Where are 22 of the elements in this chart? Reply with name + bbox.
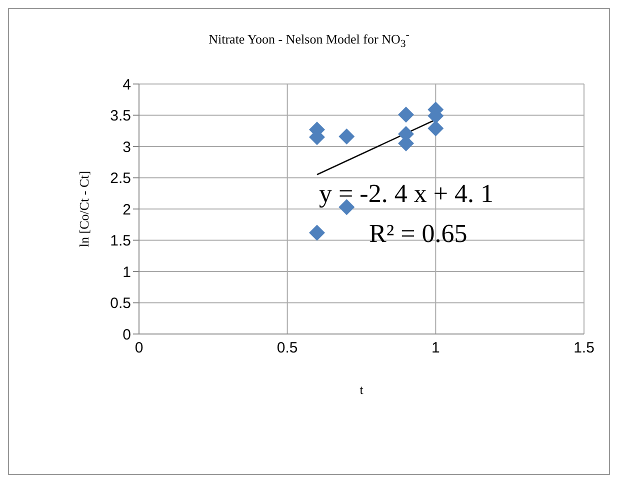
x-tick-label: 0 [134,340,144,357]
y-tick-label: 3 [122,138,131,156]
y-tick-label: 4 [122,76,131,94]
point [428,120,444,136]
point [309,224,325,241]
y-tick-label: 1.5 [110,232,131,250]
x-tick-label: 1.5 [574,340,594,357]
x-tick-label: 0.5 [276,340,298,357]
y-axis-title: ln [Co/Ct - Ct] [76,170,92,248]
y-tick-label: 3.5 [110,108,131,125]
y-tick-label: 0 [122,326,131,344]
y-tick-label: 2 [122,201,131,218]
y-tick-label: 2.5 [110,170,131,188]
y-tick-label: 0.5 [110,295,131,312]
y-tick-label: 1 [122,264,131,281]
point [398,106,414,123]
x-tick-label: 1 [431,340,440,357]
annotation: y = -2. 4 x + 4. 1 [319,179,494,209]
x-axis-title: t [360,382,364,397]
annotation: R² = 0.65 [369,219,468,249]
point [338,199,355,216]
point [338,128,355,144]
